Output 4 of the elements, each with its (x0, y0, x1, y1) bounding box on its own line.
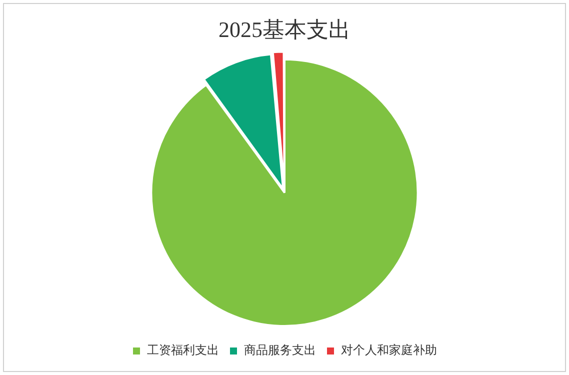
legend-label: 工资福利支出 (147, 343, 219, 358)
legend-label: 商品服务支出 (244, 343, 316, 358)
legend-label: 对个人和家庭补助 (341, 343, 437, 358)
chart-title: 2025基本支出 (218, 16, 350, 42)
